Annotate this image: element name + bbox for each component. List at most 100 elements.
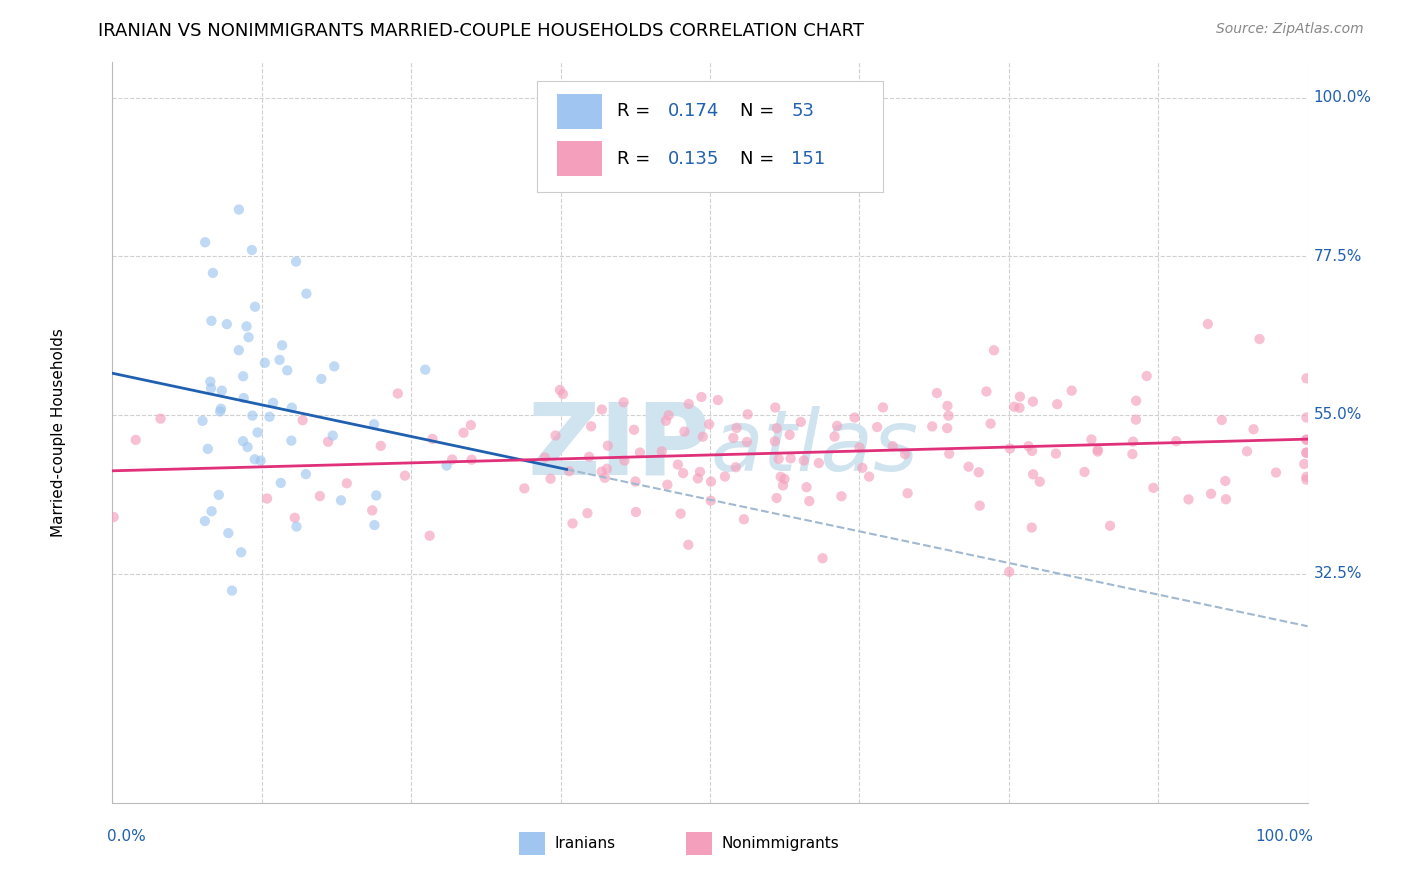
Point bbox=[925, 386, 948, 401]
Point bbox=[723, 431, 745, 445]
Text: 151: 151 bbox=[792, 150, 825, 168]
Point bbox=[125, 433, 148, 447]
Point bbox=[217, 526, 239, 541]
Point bbox=[957, 459, 980, 474]
Text: 100.0%: 100.0% bbox=[1256, 829, 1313, 844]
Point bbox=[228, 343, 250, 358]
Point bbox=[624, 505, 647, 519]
Point bbox=[765, 491, 787, 505]
Point bbox=[651, 444, 673, 458]
Point bbox=[596, 439, 619, 453]
Point bbox=[824, 429, 846, 443]
Point bbox=[714, 469, 737, 483]
Point bbox=[544, 428, 567, 442]
Point bbox=[1265, 466, 1288, 480]
Point bbox=[271, 338, 294, 352]
Point bbox=[336, 476, 359, 491]
Point bbox=[1211, 413, 1233, 427]
Point bbox=[830, 489, 852, 503]
Point bbox=[291, 413, 314, 427]
Point bbox=[1073, 465, 1095, 479]
Point bbox=[1213, 474, 1236, 488]
Point bbox=[242, 409, 264, 423]
Point bbox=[697, 417, 720, 432]
Point bbox=[811, 551, 834, 566]
Text: R =: R = bbox=[617, 103, 655, 120]
Point bbox=[200, 381, 222, 395]
Point bbox=[194, 514, 217, 528]
Point bbox=[773, 472, 796, 486]
Point bbox=[209, 401, 232, 416]
Point bbox=[1125, 393, 1147, 408]
Point bbox=[707, 392, 730, 407]
Point bbox=[1249, 332, 1271, 346]
Point bbox=[561, 516, 583, 531]
Point bbox=[295, 467, 318, 482]
Point bbox=[779, 451, 801, 466]
Point bbox=[322, 428, 344, 442]
Point bbox=[540, 472, 562, 486]
Point bbox=[534, 450, 557, 465]
Point bbox=[285, 519, 308, 533]
Point bbox=[825, 418, 848, 433]
Point bbox=[596, 462, 619, 476]
Text: N =: N = bbox=[740, 103, 780, 120]
Point bbox=[678, 538, 700, 552]
Point bbox=[1142, 481, 1164, 495]
Point bbox=[149, 411, 172, 425]
Text: N =: N = bbox=[740, 150, 780, 168]
Point bbox=[578, 450, 600, 464]
Text: ZIP: ZIP bbox=[527, 399, 710, 496]
Point bbox=[1008, 390, 1031, 404]
Point bbox=[249, 453, 271, 467]
Point bbox=[246, 425, 269, 440]
Point bbox=[269, 352, 291, 367]
Point bbox=[363, 518, 385, 533]
Point bbox=[232, 391, 254, 405]
Point bbox=[194, 235, 217, 250]
Point bbox=[799, 494, 821, 508]
Point bbox=[807, 456, 830, 470]
Point bbox=[673, 425, 696, 439]
Point bbox=[765, 421, 787, 435]
Point bbox=[1215, 492, 1237, 507]
Point bbox=[1022, 467, 1045, 482]
Point bbox=[769, 470, 792, 484]
Point bbox=[790, 415, 813, 429]
Point bbox=[1294, 457, 1316, 471]
Point bbox=[882, 439, 904, 453]
Point bbox=[735, 434, 758, 449]
Bar bbox=[519, 831, 546, 855]
Point bbox=[363, 417, 385, 432]
Point bbox=[201, 266, 224, 280]
Point bbox=[200, 314, 222, 328]
Point bbox=[779, 428, 801, 442]
Point bbox=[548, 383, 571, 397]
Point bbox=[236, 440, 259, 454]
Point bbox=[666, 458, 689, 472]
Point bbox=[1060, 384, 1083, 398]
Point bbox=[103, 510, 125, 524]
Point bbox=[1045, 446, 1067, 460]
Point bbox=[1087, 442, 1109, 457]
Point bbox=[1166, 434, 1188, 449]
Point bbox=[387, 386, 409, 401]
Point bbox=[623, 423, 645, 437]
Point bbox=[366, 488, 388, 502]
Point bbox=[998, 565, 1021, 579]
Point bbox=[1125, 412, 1147, 426]
Point bbox=[700, 475, 723, 489]
Point bbox=[848, 441, 870, 455]
Point bbox=[460, 418, 482, 433]
Point bbox=[200, 504, 222, 518]
Point bbox=[844, 410, 866, 425]
Point bbox=[690, 390, 713, 404]
Point bbox=[967, 465, 990, 479]
Point bbox=[361, 503, 384, 517]
Point bbox=[191, 414, 214, 428]
Point bbox=[436, 458, 458, 473]
Point bbox=[657, 477, 679, 491]
Point bbox=[763, 401, 786, 415]
Point bbox=[295, 286, 318, 301]
Point bbox=[936, 399, 959, 413]
